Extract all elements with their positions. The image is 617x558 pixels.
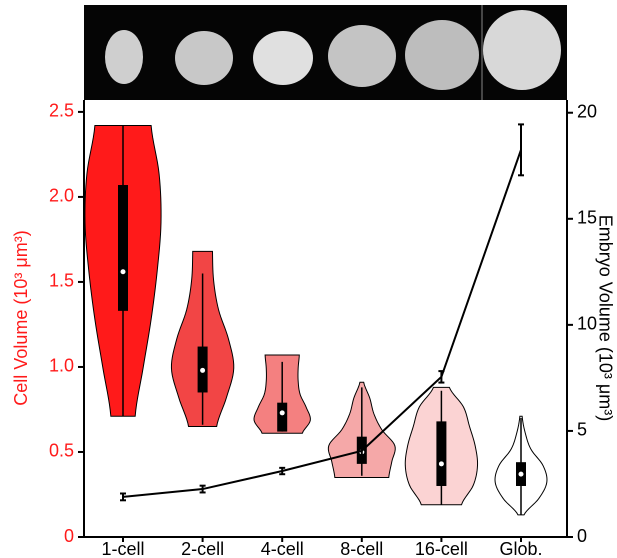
error-bar	[518, 123, 524, 177]
x-tick-label: 8-cell	[340, 539, 383, 558]
embryo-image-strip	[84, 5, 567, 100]
embryo-image	[253, 31, 313, 85]
error-bar	[358, 445, 365, 457]
x-tick-label: Glob.	[499, 539, 542, 558]
embryo-volume-line	[122, 149, 522, 498]
error-bar	[120, 492, 126, 502]
box	[118, 185, 128, 311]
y2-tick-label: 20	[577, 101, 597, 121]
embryo-image	[405, 20, 479, 90]
y-tick-label: 2.5	[49, 101, 74, 121]
error-bar	[279, 466, 286, 476]
x-tick-label: 16-cell	[415, 539, 468, 558]
median	[438, 461, 444, 467]
x-tick-label: 1-cell	[101, 539, 144, 558]
embryo-image	[328, 25, 396, 87]
median	[120, 269, 126, 275]
embryo-image	[105, 30, 143, 84]
embryo-image	[175, 31, 233, 85]
box	[436, 421, 447, 486]
y-tick-label: 1.5	[49, 271, 74, 291]
y-tick-label: 0.5	[49, 441, 74, 461]
y-tick-label: 0	[64, 526, 74, 546]
y2-tick-label: 5	[577, 420, 587, 440]
y2-tick-label: 0	[577, 526, 587, 546]
x-tick-label: 2-cell	[181, 539, 224, 558]
error-bar	[438, 370, 445, 384]
median	[518, 471, 524, 477]
x-tick-label: 4-cell	[261, 539, 304, 558]
y-tick-label: 2.0	[49, 186, 74, 206]
y-tick-label: 1.0	[49, 356, 74, 376]
y2-axis-label: Embryo Volume (10³ μm³)	[595, 215, 615, 421]
median	[279, 410, 285, 416]
y2-tick-label: 10	[577, 314, 597, 334]
embryo-image	[483, 10, 561, 90]
y-axis-label: Cell Volume (10³ μm³)	[11, 230, 31, 405]
error-bar	[199, 484, 206, 494]
median	[200, 367, 206, 373]
y2-tick-label: 15	[577, 208, 597, 228]
box	[277, 402, 288, 432]
